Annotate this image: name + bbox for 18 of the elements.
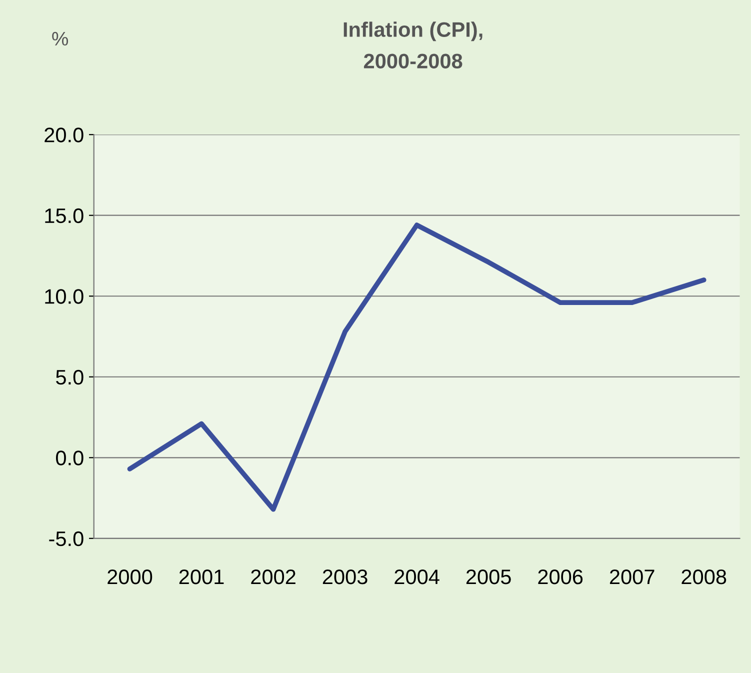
x-tick-label: 2008: [682, 570, 726, 584]
x-tick-label: 2005: [466, 570, 511, 584]
x-tick-label: 2002: [251, 570, 296, 584]
x-tick-label: 2003: [322, 570, 368, 584]
x-tick-label: 2006: [538, 570, 583, 584]
y-tick-label: 20.0: [44, 128, 84, 142]
y-tick-label: 10.0: [45, 289, 84, 304]
y-tick-label: 5.0: [56, 370, 84, 385]
y-tick-label: 0.0: [56, 450, 84, 466]
y-axis-title: %: [52, 32, 68, 46]
line-series: [127, 222, 706, 512]
x-tick-label: 2000: [108, 570, 152, 584]
x-tick-label: 2001: [179, 570, 224, 584]
y-tick-label: -5.0: [49, 531, 84, 546]
y-tick-label: 15.0: [45, 208, 84, 224]
x-tick-label: 2007: [610, 570, 654, 584]
chart-title: Inflation (CPI), 2000-2008: [344, 22, 482, 68]
x-tick-label: 2004: [394, 570, 440, 584]
